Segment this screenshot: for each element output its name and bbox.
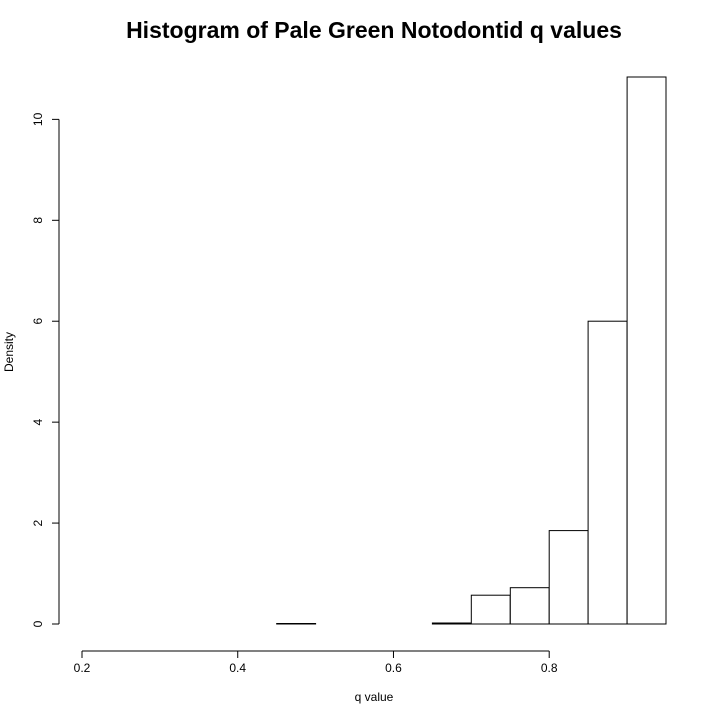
x-tick-label: 0.4 (229, 661, 246, 675)
bars-group (276, 76, 667, 625)
y-tick-label: 0 (31, 620, 45, 627)
y-axis: 0 2 4 6 8 10 (31, 112, 60, 627)
y-tick-label: 4 (31, 418, 45, 425)
x-tick-label: 0.2 (74, 661, 91, 675)
histogram-bar-11 (470, 594, 511, 625)
y-tick-label: 8 (31, 217, 45, 224)
x-axis: 0.2 0.4 0.6 0.8 (74, 650, 558, 675)
x-axis-label: q value (355, 690, 394, 704)
y-tick-label: 6 (31, 318, 45, 325)
histogram-bar-14 (587, 320, 628, 625)
histogram-bar-15 (626, 76, 667, 625)
y-tick-label: 10 (31, 112, 45, 126)
x-tick-label: 0.8 (541, 661, 558, 675)
x-tick-label: 0.6 (385, 661, 402, 675)
y-axis-label: Density (2, 332, 16, 372)
histogram-bar-10 (431, 622, 472, 625)
y-tick-label: 2 (31, 519, 45, 526)
histogram-bar-12 (509, 587, 550, 625)
histogram-bar-13 (548, 530, 589, 625)
histogram-bar-6 (276, 623, 317, 625)
chart-title: Histogram of Pale Green Notodontid q val… (126, 17, 622, 43)
